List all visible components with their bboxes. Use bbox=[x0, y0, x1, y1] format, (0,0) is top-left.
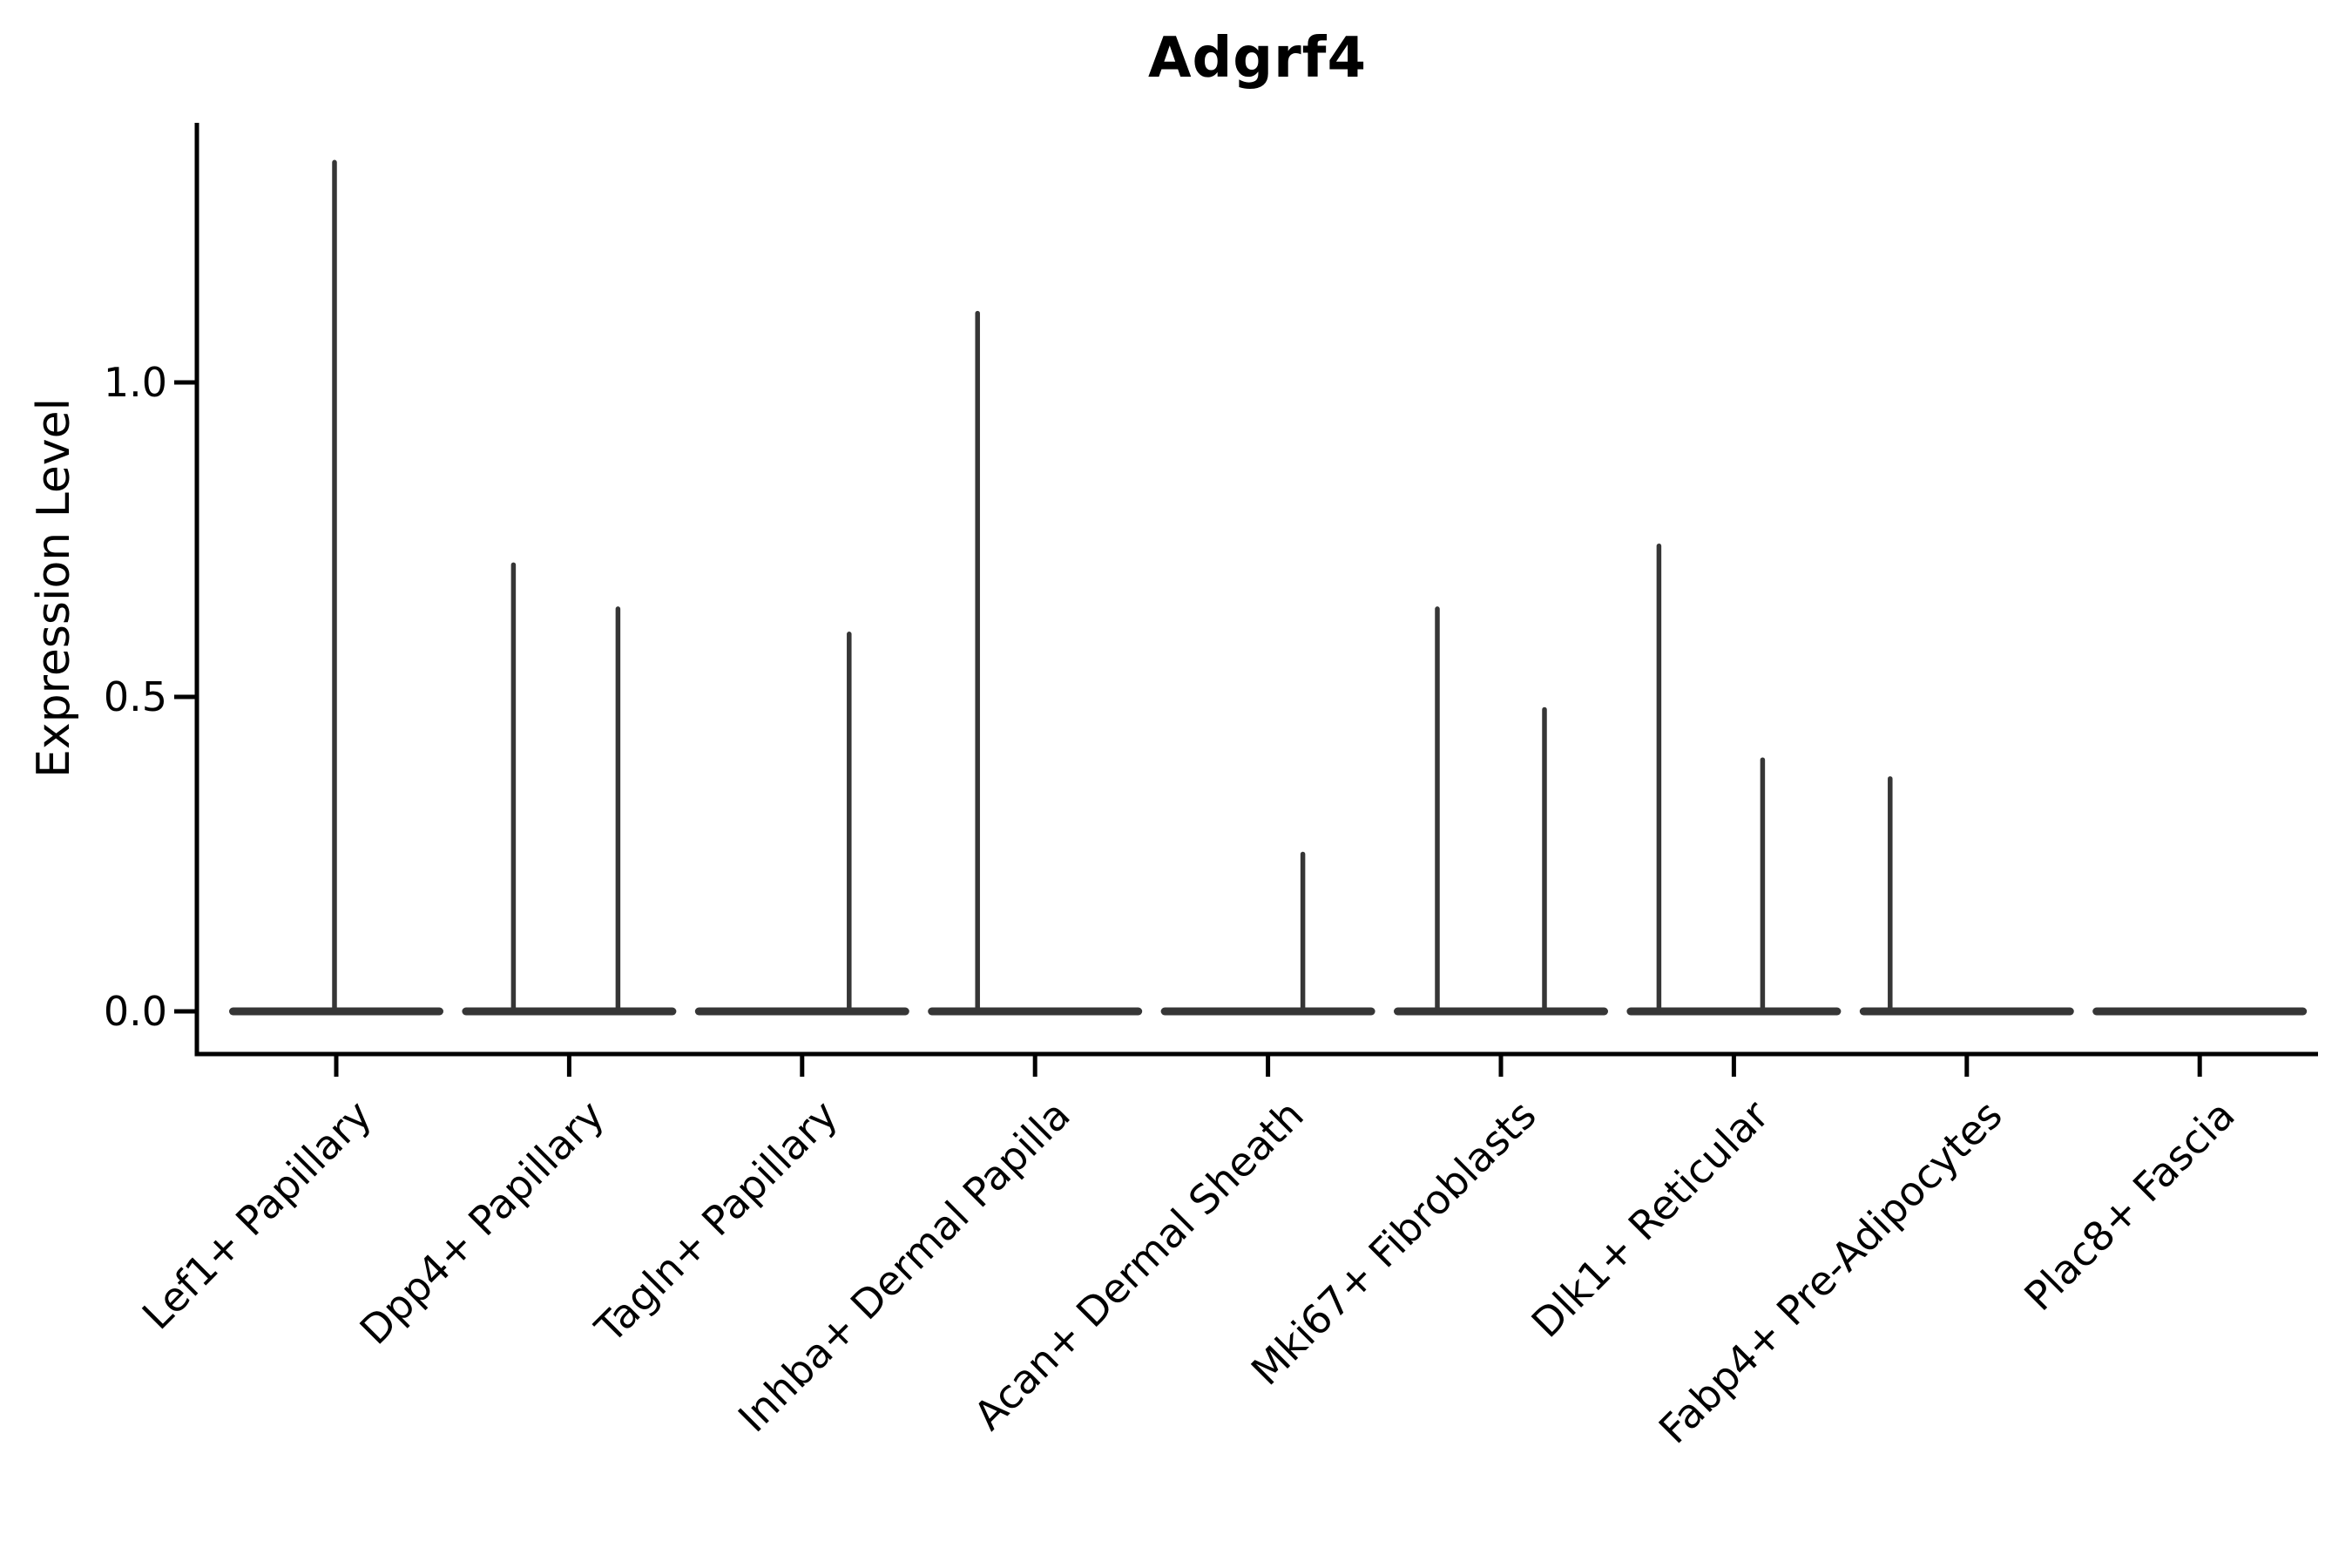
y-tick-label: 0.0 bbox=[103, 988, 167, 1035]
y-tick-label: 1.0 bbox=[103, 359, 167, 406]
violin-body bbox=[928, 1007, 1143, 1016]
violin-body bbox=[1394, 1007, 1608, 1016]
violin-body bbox=[1626, 1007, 1842, 1016]
chart-title: Adgrf4 bbox=[1147, 26, 1368, 91]
violin-body bbox=[1160, 1007, 1375, 1016]
violin-body bbox=[2092, 1007, 2308, 1016]
violin-body bbox=[1859, 1007, 2074, 1016]
y-tick-label: 0.5 bbox=[103, 673, 167, 720]
violin-body bbox=[462, 1007, 677, 1016]
violin-body bbox=[694, 1007, 909, 1016]
